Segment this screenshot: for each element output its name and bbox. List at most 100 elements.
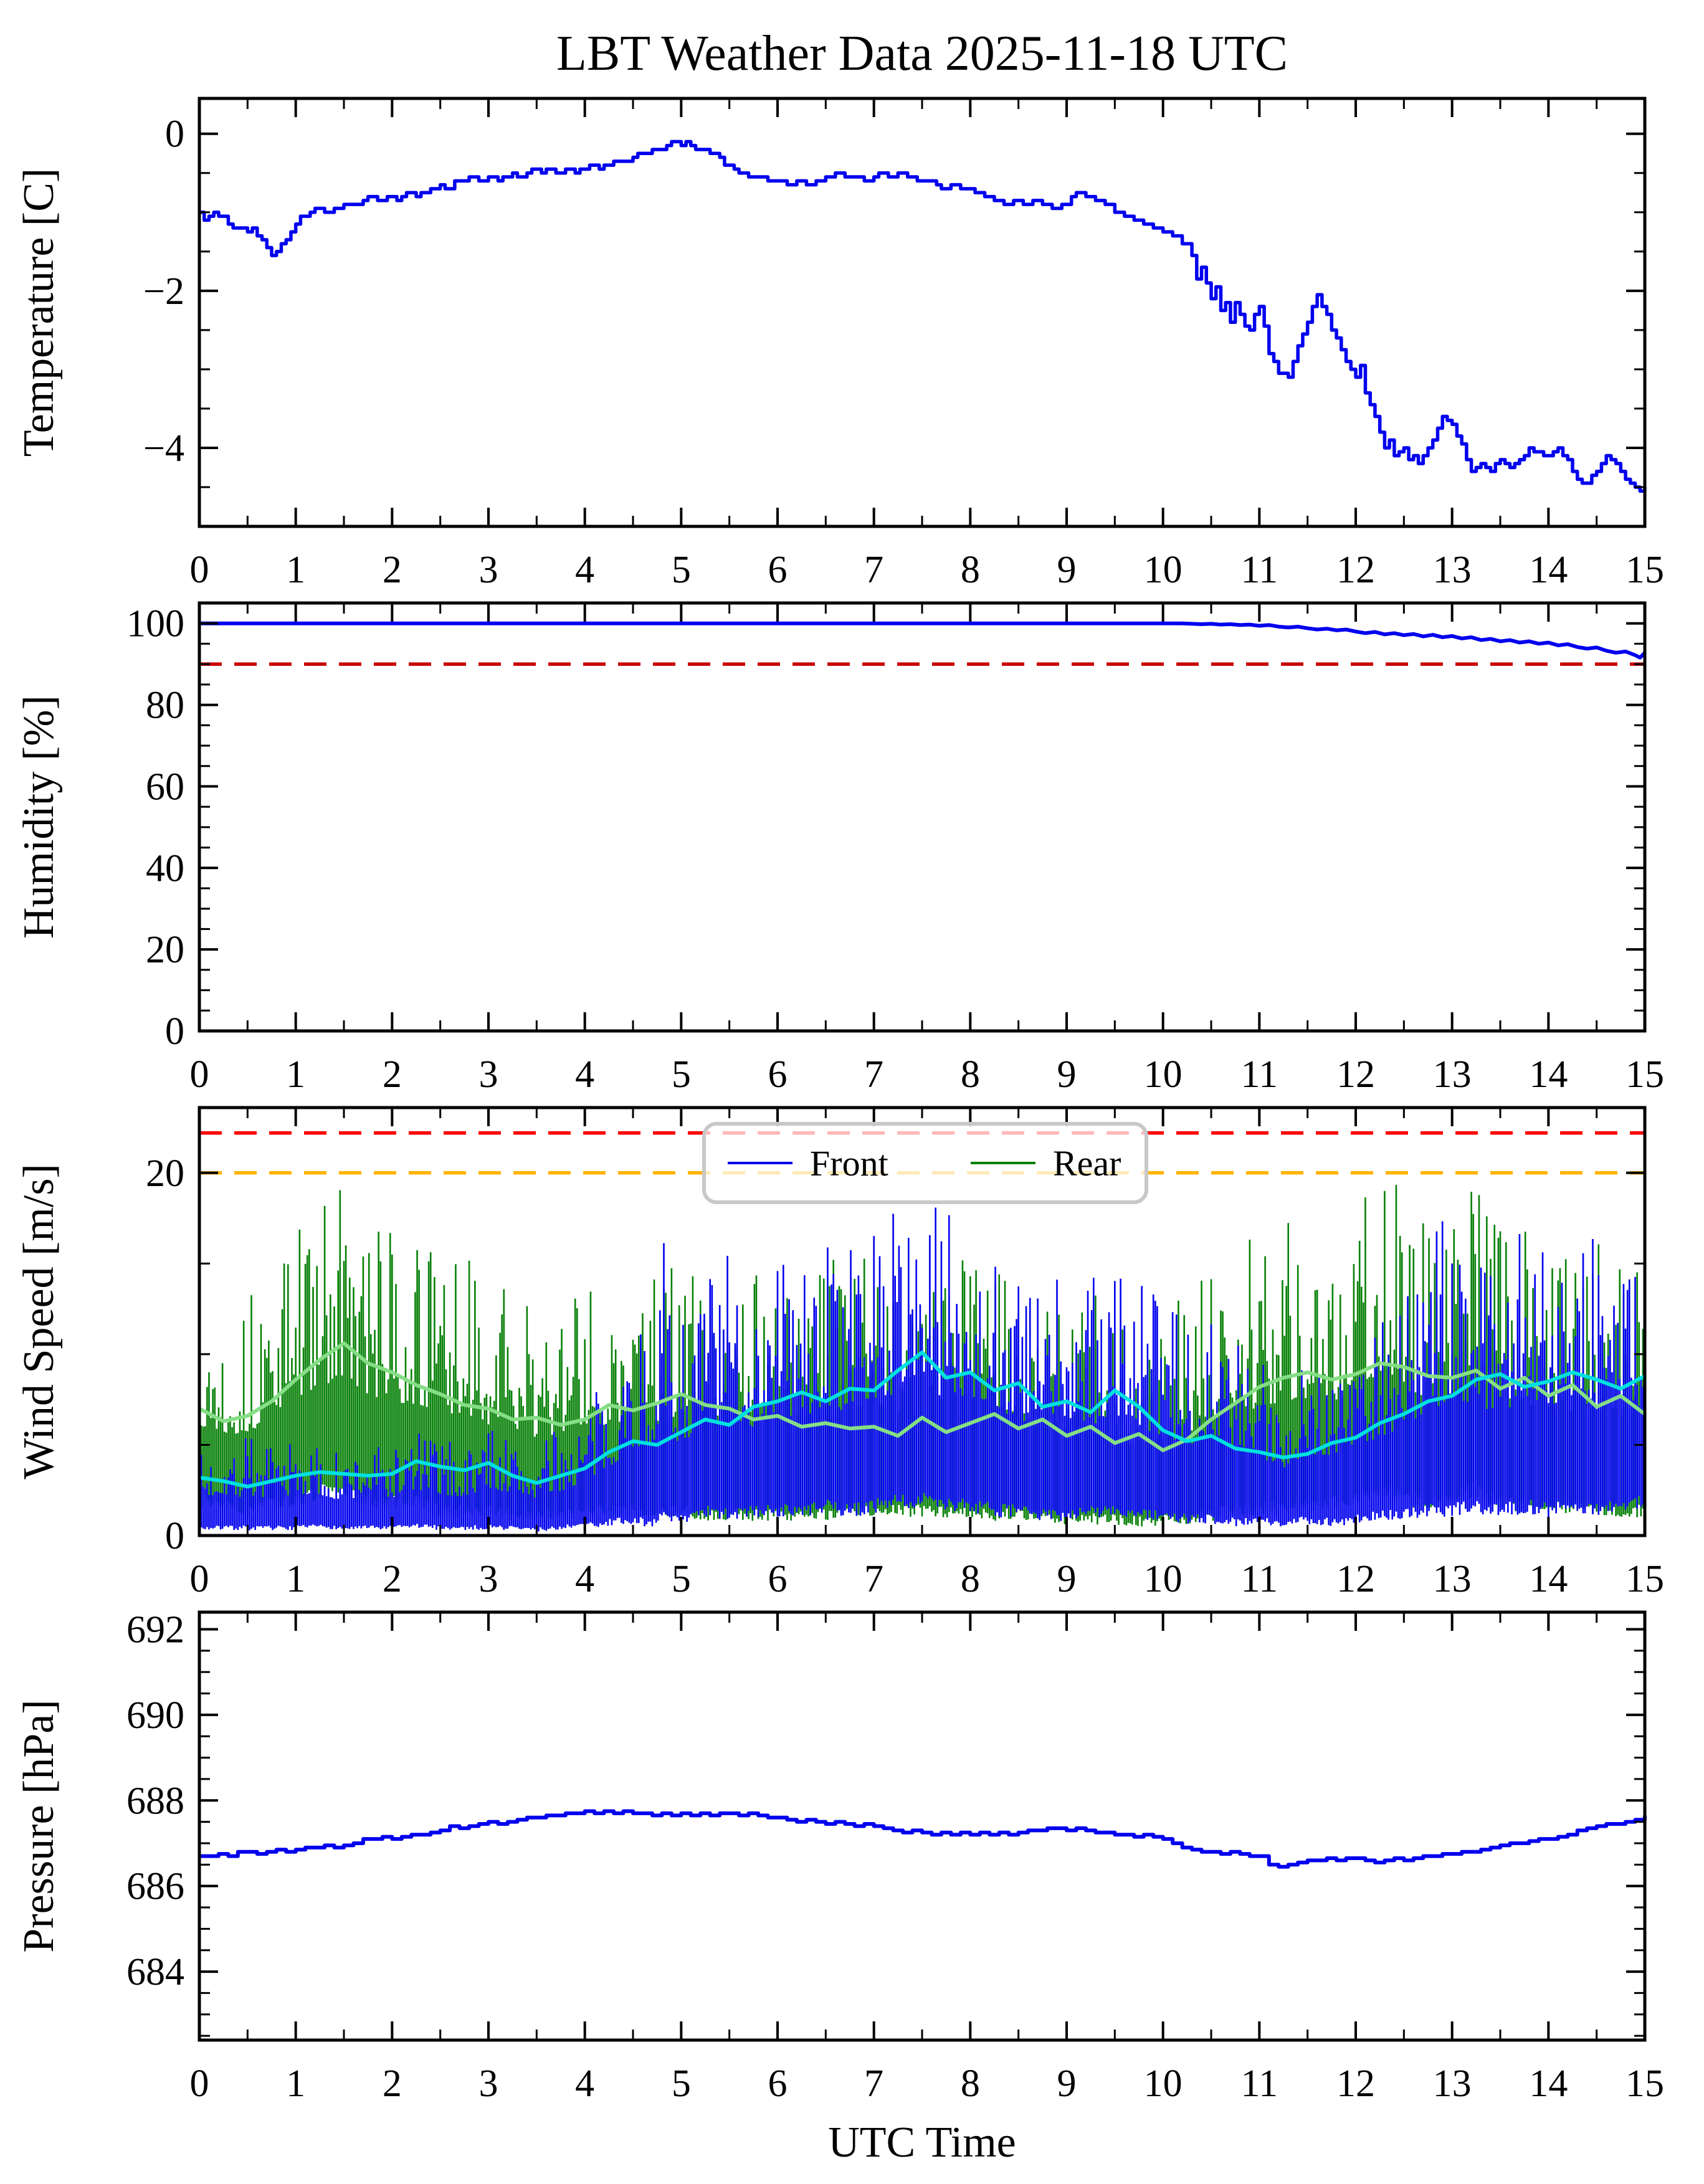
wind_speed-xtick-label: 10	[1144, 1558, 1183, 1600]
wind_speed-legend: Front Rear	[702, 1122, 1148, 1204]
pressure-xtick-label: 9	[1057, 2063, 1077, 2105]
pressure-xtick-label: 14	[1529, 2063, 1568, 2105]
humidity-xtick-label: 5	[672, 1053, 691, 1096]
wind_speed-xtick-label: 6	[768, 1558, 788, 1600]
temperature-xtick-label: 6	[768, 549, 788, 591]
temperature-ytick-label: 0	[165, 113, 184, 156]
humidity-0-series-line	[199, 621, 1647, 660]
pressure-xtick-label: 10	[1144, 2063, 1183, 2105]
pressure-xtick-label: 4	[575, 2063, 594, 2105]
humidity-ytick-label: 20	[146, 929, 184, 971]
temperature-ytick-label: −4	[143, 427, 184, 470]
humidity-xtick-label: 11	[1240, 1053, 1278, 1096]
pressure-xtick-label: 13	[1433, 2063, 1472, 2105]
pressure-ticks	[198, 1612, 1646, 2040]
wind_speed-xtick-label: 14	[1529, 1558, 1568, 1600]
pressure-xtick-label: 7	[864, 2063, 883, 2105]
humidity-xtick-label: 9	[1057, 1053, 1077, 1096]
pressure-y-axis-label: Pressure [hPa]	[15, 1699, 63, 1952]
legend-label-rear: Rear	[1053, 1143, 1121, 1184]
pressure-xtick-label: 6	[768, 2063, 788, 2105]
humidity-xtick-label: 3	[479, 1053, 498, 1096]
temperature-xtick-label: 15	[1625, 549, 1664, 591]
pressure-xtick-label: 15	[1625, 2063, 1664, 2105]
wind_speed-2-series-line	[198, 1341, 1646, 1453]
wind_speed-xtick-label: 3	[479, 1558, 498, 1600]
pressure-panel: 0 1 2 3 4 5 6 7 8 9 10 11 12 13 14 15684686688690692Pre…	[15, 1608, 1664, 2105]
pressure-xtick-label: 3	[479, 2063, 498, 2105]
pressure-spines	[198, 1610, 1647, 2042]
humidity-panel: 0 1 2 3 4 5 6 7 8 9 10 11 12 13 14 15020406080100Humidi…	[15, 601, 1664, 1096]
pressure-ytick-label: 688	[126, 1780, 184, 1822]
temperature-xtick-label: 2	[383, 549, 402, 591]
humidity-xtick-label: 7	[864, 1053, 883, 1096]
pressure-ytick-label: 686	[126, 1866, 184, 1908]
wind_speed-3-series-line	[199, 1350, 1646, 1489]
temperature-xtick-label: 11	[1240, 549, 1278, 591]
humidity-ytick-label: 40	[146, 847, 184, 890]
wind_speed-xtick-label: 0	[190, 1558, 209, 1600]
humidity-y-axis-label: Humidity [%]	[15, 695, 63, 939]
humidity-ytick-label: 100	[126, 603, 184, 645]
temperature-0-series-line	[199, 140, 1647, 493]
wind_speed-xtick-label: 2	[383, 1558, 402, 1600]
humidity-xtick-label: 8	[961, 1053, 980, 1096]
wind_speed-xtick-label: 1	[286, 1558, 305, 1600]
wind_speed-xtick-label: 7	[864, 1558, 883, 1600]
wind_speed-1-raw-series	[198, 1207, 1646, 1532]
wind_speed-xtick-label: 13	[1433, 1558, 1472, 1600]
pressure-xtick-label: 2	[383, 2063, 402, 2105]
humidity-ytick-label: 60	[146, 766, 184, 808]
humidity-xtick-label: 6	[768, 1053, 788, 1096]
humidity-xtick-label: 1	[286, 1053, 305, 1096]
humidity-xtick-label: 2	[383, 1053, 402, 1096]
humidity-xtick-label: 0	[190, 1053, 209, 1096]
temperature-xtick-label: 1	[286, 549, 305, 591]
temperature-ticks	[198, 98, 1646, 528]
humidity-ytick-label: 80	[146, 685, 184, 727]
temperature-xtick-label: 3	[479, 549, 498, 591]
temperature-xtick-label: 9	[1057, 549, 1077, 591]
wind_speed-xtick-label: 8	[961, 1558, 980, 1600]
pressure-xtick-label: 12	[1336, 2063, 1375, 2105]
humidity-xtick-label: 14	[1529, 1053, 1568, 1096]
wind_speed-xtick-label: 12	[1336, 1558, 1375, 1600]
humidity-xtick-label: 4	[575, 1053, 594, 1096]
temperature-xtick-label: 14	[1529, 549, 1568, 591]
pressure-0-series-line	[199, 1809, 1647, 1869]
temperature-xtick-label: 5	[672, 549, 691, 591]
legend-label-front: Front	[810, 1143, 888, 1184]
wind_speed-xtick-label: 4	[575, 1558, 594, 1600]
wind_speed-xtick-label: 15	[1625, 1558, 1664, 1600]
pressure-ytick-label: 692	[126, 1608, 184, 1651]
pressure-xtick-label: 0	[190, 2063, 209, 2105]
temperature-y-axis-label: Temperature [C]	[15, 168, 63, 457]
humidity-xtick-label: 12	[1336, 1053, 1375, 1096]
wind_speed-ytick-label: 0	[165, 1515, 184, 1557]
humidity-ytick-label: 0	[165, 1010, 184, 1053]
pressure-ytick-label: 684	[126, 1951, 184, 1993]
humidity-xtick-label: 15	[1625, 1053, 1664, 1096]
wind_speed-xtick-label: 9	[1057, 1558, 1077, 1600]
pressure-ytick-label: 690	[126, 1694, 184, 1737]
humidity-spines	[198, 601, 1647, 1033]
temperature-ytick-label: −2	[143, 270, 184, 313]
humidity-xtick-label: 13	[1433, 1053, 1472, 1096]
humidity-ticks	[198, 602, 1646, 1032]
temperature-spines	[198, 97, 1647, 528]
temperature-xtick-label: 4	[575, 549, 594, 591]
temperature-xtick-label: 0	[190, 549, 209, 591]
pressure-xtick-label: 11	[1240, 2063, 1278, 2105]
pressure-xtick-label: 8	[961, 2063, 980, 2105]
pressure-xtick-label: 5	[672, 2063, 691, 2105]
legend-box	[702, 1122, 1148, 1204]
pressure-xtick-label: 1	[286, 2063, 305, 2105]
temperature-xtick-label: 12	[1336, 549, 1375, 591]
wind_speed-xtick-label: 5	[672, 1558, 691, 1600]
temperature-xtick-label: 10	[1144, 549, 1183, 591]
